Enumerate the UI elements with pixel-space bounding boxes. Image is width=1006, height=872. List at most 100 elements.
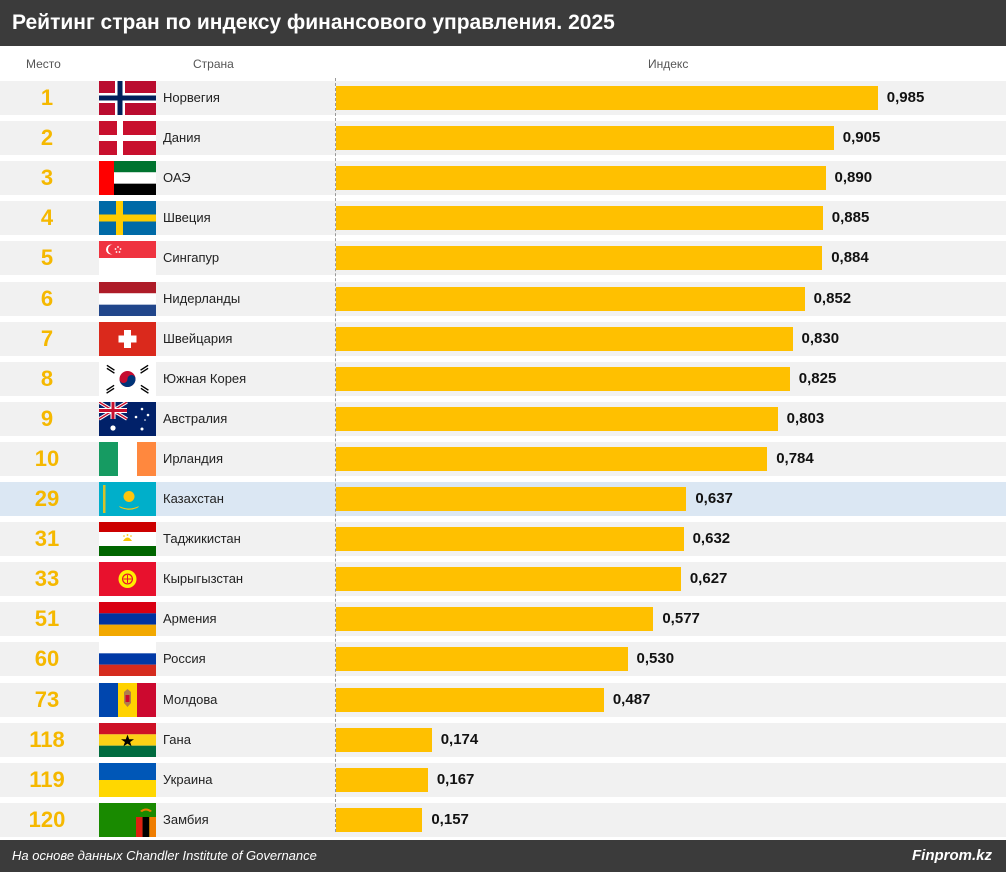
- table-row: 1 Норвегия 0,985: [0, 81, 1006, 115]
- rank-label: 73: [34, 687, 60, 712]
- bar: [336, 487, 687, 511]
- ireland-flag-icon: [99, 442, 156, 476]
- rank-label: 10: [34, 446, 60, 471]
- value-label: 0,884: [831, 249, 869, 266]
- table-row: 33 Кырыгызстан 0,627: [0, 562, 1006, 596]
- bar: [336, 206, 823, 230]
- table-row: 4 Швеция 0,885: [0, 201, 1006, 235]
- brand-logo: Finprom.kz: [911, 847, 992, 864]
- bar: [336, 808, 423, 832]
- bar: [336, 327, 793, 351]
- country-label: Австралия: [163, 411, 228, 426]
- country-label: Гана: [163, 732, 191, 747]
- bar: [336, 527, 684, 551]
- table-row: 10 Ирландия 0,784: [0, 442, 1006, 476]
- column-header-country: Страна: [193, 57, 234, 71]
- table-row: 73 Молдова 0,487: [0, 683, 1006, 717]
- denmark-flag-icon: [99, 121, 156, 155]
- table-row: 51 Армения 0,577: [0, 602, 1006, 636]
- bar: [336, 728, 432, 752]
- table-row: 31 Таджикистан 0,632: [0, 522, 1006, 556]
- rank-label: 118: [29, 727, 65, 752]
- kyrgyzstan-flag-icon: [99, 562, 156, 596]
- value-label: 0,167: [436, 771, 475, 788]
- bar: [336, 86, 878, 110]
- country-label: Южная Корея: [163, 371, 247, 386]
- country-label: Украина: [163, 772, 213, 787]
- table-row: 29 Казахстан 0,637: [0, 482, 1006, 516]
- value-label: 0,487: [612, 691, 651, 708]
- source-note: На основе данных Chandler Institute of G…: [12, 848, 317, 863]
- country-label: Армения: [163, 611, 217, 626]
- country-label: Ирландия: [163, 451, 224, 466]
- country-label: Таджикистан: [163, 531, 241, 546]
- table-row: 5 Сингапур 0,884: [0, 241, 1006, 275]
- tajikistan-flag-icon: [99, 522, 156, 556]
- value-label: 0,985: [886, 89, 925, 106]
- bar: [336, 768, 428, 792]
- value-label: 0,632: [692, 530, 731, 547]
- table-row: 8 Южная Корея 0,825: [0, 362, 1006, 396]
- value-label: 0,852: [813, 290, 852, 307]
- country-label: ОАЭ: [163, 170, 191, 185]
- value-label: 0,830: [801, 330, 840, 347]
- rank-label: 31: [34, 526, 60, 551]
- bar: [336, 447, 768, 471]
- rank-label: 120: [28, 807, 66, 832]
- value-label: 0,577: [662, 610, 700, 627]
- netherlands-flag-icon: [99, 282, 156, 316]
- rank-label: 51: [34, 606, 60, 631]
- norway-flag-icon: [99, 81, 156, 115]
- rank-label: 8: [40, 366, 54, 391]
- value-label: 0,157: [431, 811, 469, 828]
- value-label: 0,885: [831, 209, 870, 226]
- value-label: 0,784: [776, 450, 814, 467]
- rank-label: 1: [40, 85, 54, 110]
- table-row: 6 Нидерланды 0,852: [0, 282, 1006, 316]
- bar: [336, 367, 790, 391]
- south-korea-flag-icon: [99, 362, 156, 396]
- country-label: Швейцария: [163, 331, 233, 346]
- rank-label: 4: [40, 205, 54, 230]
- australia-flag-icon: [99, 402, 156, 436]
- bar: [336, 287, 805, 311]
- bar: [336, 166, 826, 190]
- table-row: 119 Украина 0,167: [0, 763, 1006, 797]
- table-row: 118 Гана 0,174: [0, 723, 1006, 757]
- country-label: Дания: [163, 130, 201, 145]
- sweden-flag-icon: [99, 201, 156, 235]
- rank-label: 119: [29, 767, 65, 792]
- value-label: 0,905: [842, 129, 881, 146]
- bar: [336, 607, 654, 631]
- bar: [336, 688, 604, 712]
- country-label: Швеция: [163, 210, 211, 225]
- rank-label: 6: [40, 286, 54, 311]
- country-label: Кырыгызстан: [163, 571, 244, 586]
- rank-label: 60: [34, 646, 60, 671]
- bar: [336, 246, 823, 270]
- uae-flag-icon: [99, 161, 156, 195]
- bar: [336, 647, 628, 671]
- country-label: Россия: [163, 651, 206, 666]
- table-row: 9 Австралия 0,803: [0, 402, 1006, 436]
- rank-label: 7: [40, 326, 54, 351]
- table-row: 60 Россия 0,530: [0, 642, 1006, 676]
- rank-label: 9: [40, 406, 54, 431]
- rank-label: 3: [40, 165, 54, 190]
- table-row: 120 Замбия 0,157: [0, 803, 1006, 837]
- value-label: 0,530: [636, 650, 675, 667]
- country-label: Замбия: [163, 812, 209, 827]
- singapore-flag-icon: [99, 241, 156, 275]
- column-header-rank: Место: [26, 57, 61, 71]
- rank-label: 5: [40, 245, 54, 270]
- chart-title: Рейтинг стран по индексу финансового упр…: [0, 0, 1006, 46]
- value-label: 0,637: [695, 490, 733, 507]
- value-label: 0,825: [798, 370, 837, 387]
- ukraine-flag-icon: [99, 763, 156, 797]
- bar: [336, 407, 778, 431]
- country-label: Нидерланды: [163, 291, 241, 306]
- ghana-flag-icon: [99, 723, 156, 757]
- column-header-index: Индекс: [648, 57, 689, 71]
- rank-label: 2: [40, 125, 54, 150]
- kazakhstan-flag-icon: [99, 482, 156, 516]
